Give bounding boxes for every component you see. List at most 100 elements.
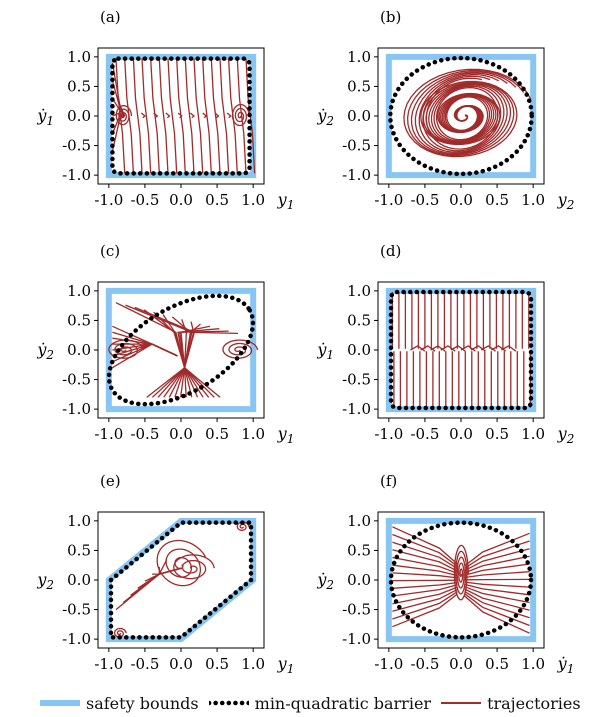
trajectory	[214, 112, 220, 119]
x-tick-label: -1.0	[374, 425, 403, 443]
x-tick-label: 1.0	[521, 425, 545, 443]
safety-bounds	[105, 53, 257, 179]
trajectory	[163, 325, 211, 398]
barrier	[108, 520, 254, 640]
x-tick-label: 0.0	[449, 425, 473, 443]
legend-label-barrier: min-quadratic barrier	[254, 693, 432, 713]
x-tick-label: 0.5	[205, 655, 229, 673]
axes-frame	[97, 511, 265, 649]
trajectory	[392, 591, 458, 620]
y-tick-label: 0.5	[67, 541, 91, 559]
y-tick-label: -0.5	[62, 601, 91, 619]
y-tick-label: 0.5	[347, 77, 371, 95]
x-tick-label: 1.0	[241, 191, 265, 209]
trajectory	[189, 112, 196, 119]
y-axis-label: ẏ2	[316, 106, 334, 128]
trajectories	[403, 68, 532, 158]
trajectory	[392, 593, 458, 628]
trajectory	[193, 58, 204, 174]
trajectory	[464, 571, 530, 579]
panel-label: (f)	[380, 472, 397, 490]
panel-d: -1.0-1.0 -0.5 -0.5 0.0 0.0 0.5 0.5 1.0 1.0 (d) y2 ẏ…	[316, 242, 574, 446]
trajectory	[115, 567, 182, 611]
y-tick-label: -1.0	[62, 166, 91, 184]
trajectory	[222, 339, 259, 359]
panel-f: -1.0-1.0 -0.5 -0.5 0.0 0.0 0.5 0.5 1.0 1.0 (f) ẏ1 ẏ…	[316, 472, 574, 676]
x-tick-label: 0.5	[485, 655, 509, 673]
x-tick-label: 0.0	[169, 655, 193, 673]
trajectory	[392, 564, 458, 577]
x-tick-label: 1.0	[241, 655, 265, 673]
trajectory	[236, 58, 247, 174]
x-axis-label: y1	[277, 190, 295, 212]
y-tick-label: 1.0	[67, 512, 91, 530]
panel-label: (e)	[100, 472, 121, 490]
y-axis-label: ẏ1	[36, 106, 54, 128]
x-tick-label: -1.0	[94, 655, 123, 673]
x-axis-label: y1	[277, 654, 295, 676]
trajectory	[464, 593, 530, 627]
y-tick-label: -0.5	[342, 371, 371, 389]
panel-label: (b)	[380, 8, 401, 26]
trajectory	[112, 343, 178, 369]
x-tick-label: -1.0	[374, 655, 403, 673]
trajectory	[132, 58, 143, 174]
trajectory	[173, 554, 215, 580]
trajectory	[464, 581, 530, 588]
y-tick-label: 1.0	[347, 48, 371, 66]
x-axis-label: y2	[557, 190, 575, 212]
trajectory	[392, 549, 458, 572]
panel-label: (c)	[100, 242, 120, 260]
y-tick-label: 0.0	[67, 107, 91, 125]
trajectories	[111, 58, 256, 174]
x-tick-label: 0.0	[449, 191, 473, 209]
y-tick-label: -1.0	[62, 400, 91, 418]
trajectory	[158, 559, 182, 576]
x-tick-label: -0.5	[410, 425, 439, 443]
trajectories	[392, 526, 530, 634]
trajectory	[146, 331, 239, 398]
trajectory	[392, 572, 458, 579]
trajectory-swatch	[441, 696, 482, 710]
trajectory	[177, 112, 183, 119]
x-axis-label: y2	[557, 424, 575, 446]
x-tick-label: -0.5	[130, 655, 159, 673]
trajectory	[464, 540, 530, 569]
trajectory	[150, 58, 160, 174]
trajectory	[165, 112, 171, 119]
trajectory	[210, 58, 221, 174]
legend-item-barrier: min-quadratic barrier	[208, 693, 432, 713]
x-tick-label: -1.0	[374, 191, 403, 209]
y-tick-label: 0.5	[347, 311, 371, 329]
panel-e: -1.0-1.0 -0.5 -0.5 0.0 0.0 0.5 0.5 1.0 1.0 (e) y1 y…	[36, 472, 294, 676]
trajectory	[157, 328, 220, 398]
y-tick-label: -1.0	[342, 166, 371, 184]
y-tick-label: 0.0	[347, 341, 371, 359]
trajectory	[464, 588, 530, 611]
y-tick-label: 0.5	[67, 311, 91, 329]
trajectories	[113, 521, 250, 638]
barrier-swatch	[208, 696, 249, 710]
x-tick-label: 1.0	[241, 425, 265, 443]
x-tick-label: -0.5	[410, 655, 439, 673]
trajectory	[158, 58, 169, 174]
trajectory	[153, 112, 159, 119]
y-tick-label: -0.5	[342, 137, 371, 155]
x-tick-label: -0.5	[130, 425, 159, 443]
trajectory	[501, 345, 517, 352]
trajectory	[226, 112, 232, 119]
safety-swatch	[40, 696, 80, 710]
legend-item-safety: safety bounds	[40, 694, 199, 713]
trajectory	[464, 595, 530, 634]
trajectory	[392, 581, 458, 589]
x-tick-label: 0.0	[449, 655, 473, 673]
figure: -1.0-1.0-0.5-0.50.00.00.50.51.01.0(a)y1ẏ…	[36, 8, 575, 676]
trajectory	[392, 556, 458, 574]
x-tick-label: 0.5	[205, 425, 229, 443]
trajectory	[392, 584, 458, 597]
y-tick-label: 1.0	[347, 512, 371, 530]
trajectory	[202, 112, 208, 119]
x-tick-label: -0.5	[130, 191, 159, 209]
panel-a: -1.0-1.0 -0.5 -0.5 0.0 0.0 0.5 0.5 1.0 1.0 (a) y1 ẏ…	[36, 8, 294, 212]
x-tick-label: 0.5	[485, 191, 509, 209]
